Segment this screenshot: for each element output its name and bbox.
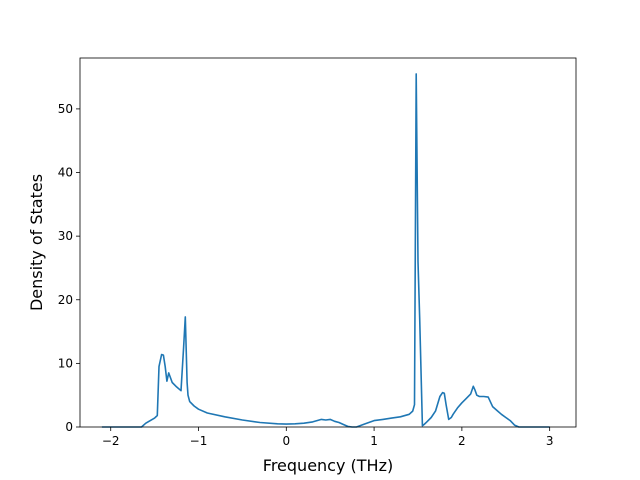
- y-tick-label: 10: [58, 356, 73, 370]
- x-axis: −2 −1 0 1 2 3: [102, 427, 554, 448]
- y-tick-label: 0: [65, 420, 73, 434]
- axes-frame: [79, 57, 577, 428]
- x-tick-label: 2: [458, 434, 466, 448]
- x-tick-label: −1: [190, 434, 208, 448]
- y-axis: 0 10 20 30 40 50: [58, 102, 80, 434]
- x-axis-label: Frequency (THz): [263, 456, 393, 475]
- y-tick-label: 30: [58, 229, 73, 243]
- x-tick-label: −2: [102, 434, 120, 448]
- y-tick-label: 40: [58, 166, 73, 180]
- y-axis-label: Density of States: [27, 174, 46, 311]
- plot-area: [101, 73, 550, 428]
- y-tick-label: 50: [58, 102, 73, 116]
- x-tick-label: 0: [282, 434, 290, 448]
- y-tick-label: 20: [58, 293, 73, 307]
- x-tick-label: 3: [546, 434, 554, 448]
- x-tick-label: 1: [370, 434, 378, 448]
- dos-line: [101, 73, 550, 428]
